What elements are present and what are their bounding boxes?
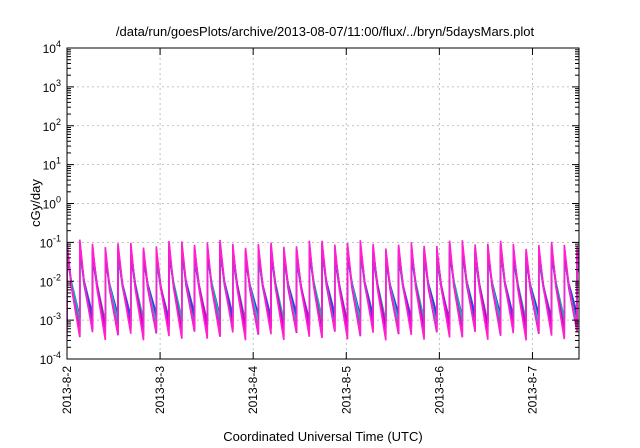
y-tick-mantissa: 10 [40, 236, 54, 250]
y-tick-exponent: -2 [53, 272, 61, 282]
y-tick-label: 102 [43, 117, 61, 134]
y-tick-label: 103 [43, 78, 61, 95]
x-tick-label: 2013-8-2 [60, 366, 74, 414]
y-tick-mantissa: 10 [43, 159, 57, 173]
y-tick-exponent: 1 [56, 156, 61, 166]
y-tick-label: 10-4 [40, 350, 61, 367]
chart-title: /data/run/goesPlots/archive/2013-08-07/1… [116, 24, 535, 39]
y-tick-exponent: 0 [56, 195, 61, 205]
y-tick-mantissa: 10 [43, 120, 57, 134]
x-tick-label: 2013-8-7 [525, 366, 539, 414]
y-tick-exponent: 2 [56, 117, 61, 127]
y-tick-label: 10-1 [40, 233, 61, 250]
plot-frame [66, 47, 580, 360]
series-line-7 [67, 239, 579, 341]
y-tick-label: 104 [43, 39, 61, 56]
y-tick-label: 10-2 [40, 272, 61, 289]
y-tick-mantissa: 10 [43, 42, 57, 56]
series-group [67, 239, 579, 341]
y-tick-mantissa: 10 [40, 353, 54, 367]
x-tick-label: 2013-8-6 [432, 366, 446, 414]
x-axis-label: Coordinated Universal Time (UTC) [223, 429, 422, 444]
y-tick-mantissa: 10 [40, 314, 54, 328]
y-tick-exponent: 3 [56, 78, 61, 88]
x-axis: 2013-8-2 2013-8-3 2013-8-4 2013-8-5 2013-8-6… [60, 48, 539, 414]
y-tick-mantissa: 10 [40, 275, 54, 289]
x-tick-label: 2013-8-4 [246, 366, 260, 414]
y-tick-label: 10-3 [40, 311, 61, 328]
y-tick-exponent: -3 [53, 311, 61, 321]
x-tick-label: 2013-8-5 [339, 366, 353, 414]
y-tick-label: 100 [43, 195, 61, 212]
x-tick-label: 2013-8-3 [153, 366, 167, 414]
y-tick-mantissa: 10 [43, 81, 57, 95]
y-tick-exponent: -1 [53, 233, 61, 243]
y-tick-exponent: 4 [56, 39, 61, 49]
y-axis-label: cGy/day [28, 179, 43, 227]
y-tick-label: 101 [43, 156, 61, 173]
y-tick-exponent: -4 [53, 350, 61, 360]
grid [66, 48, 579, 359]
y-tick-mantissa: 10 [43, 198, 57, 212]
